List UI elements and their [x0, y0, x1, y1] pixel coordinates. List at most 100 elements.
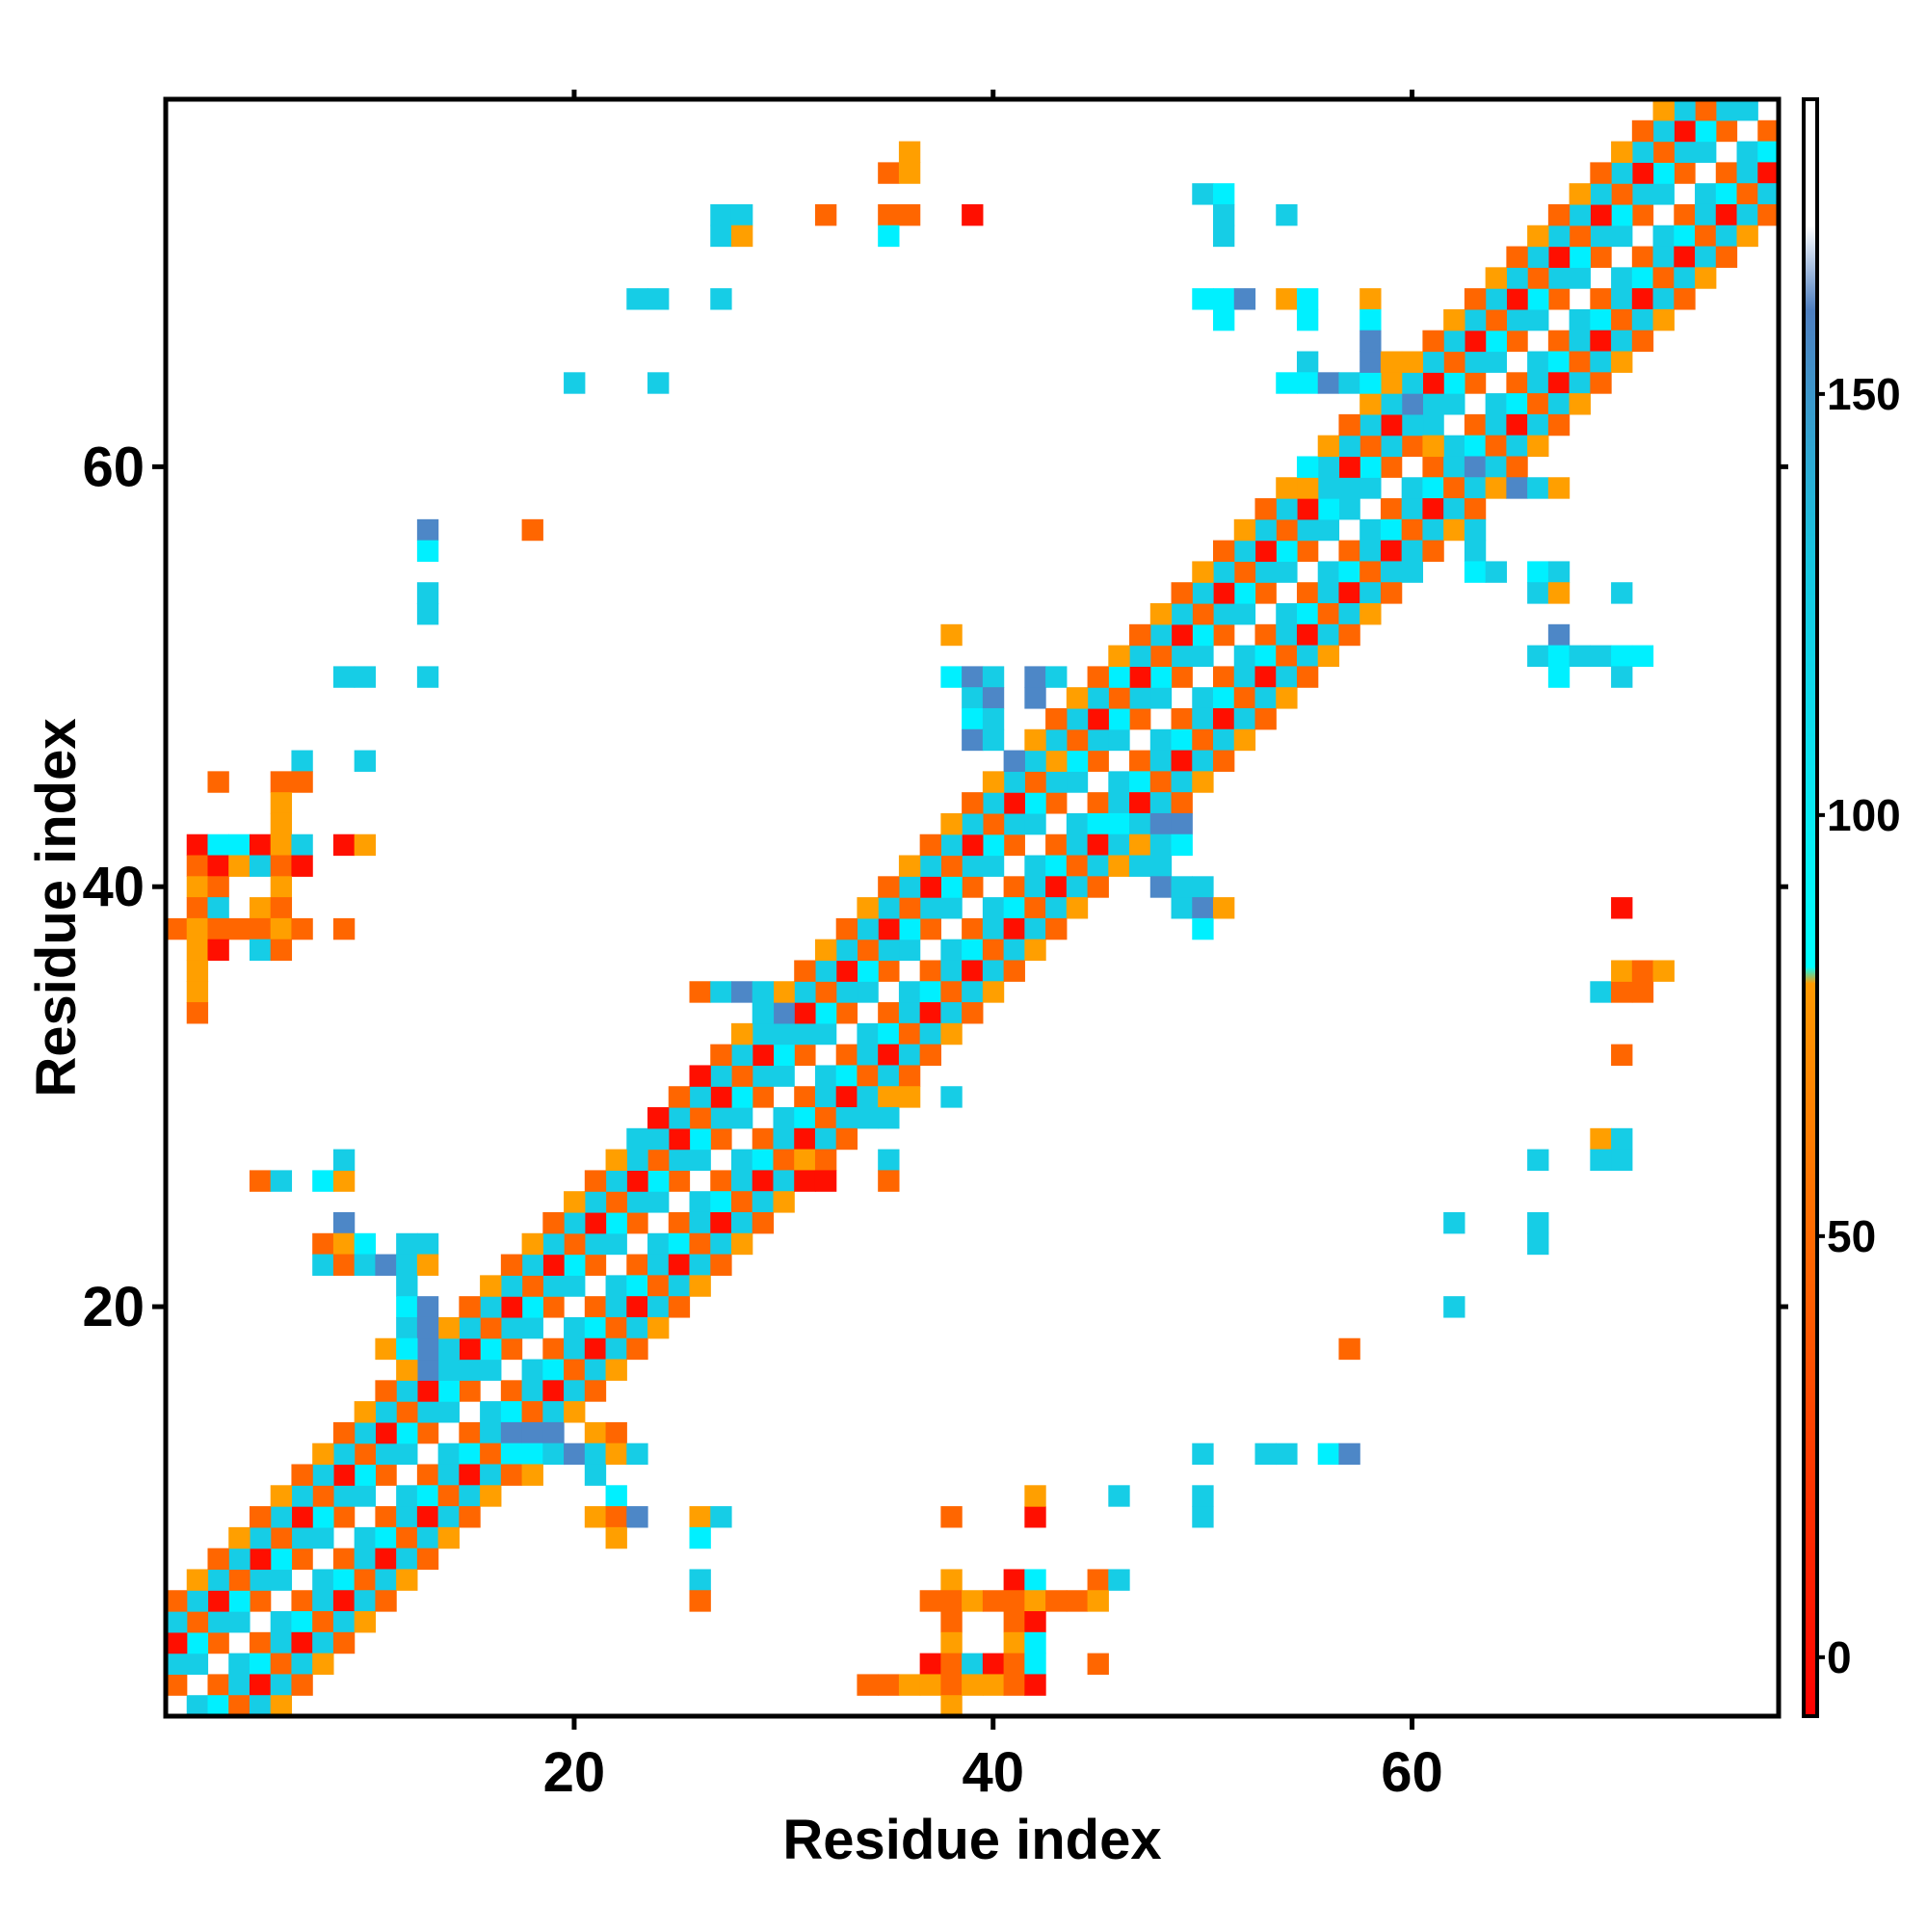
heatmap-cell — [1024, 897, 1046, 919]
heatmap-cell — [710, 225, 732, 248]
heatmap-cell — [312, 1590, 334, 1612]
heatmap-cell — [605, 1170, 627, 1192]
heatmap-cell — [584, 1191, 607, 1213]
heatmap-cell — [521, 1254, 543, 1276]
heatmap-cell — [1611, 267, 1633, 289]
heatmap-cell — [1192, 288, 1214, 310]
heatmap-cell — [794, 960, 816, 982]
heatmap-cell — [416, 1421, 439, 1444]
heatmap-cell — [605, 1485, 627, 1507]
heatmap-cell — [1129, 707, 1151, 730]
x-tick-label: 20 — [543, 1741, 606, 1804]
heatmap-cell — [332, 834, 356, 857]
heatmap-cell — [1087, 687, 1109, 709]
heatmap-cell — [919, 834, 941, 857]
heatmap-cell — [1233, 603, 1256, 625]
heatmap-cell — [1464, 435, 1487, 458]
heatmap-cell — [730, 981, 753, 1003]
heatmap-cell — [228, 1526, 251, 1549]
heatmap-cell — [1611, 225, 1633, 248]
heatmap-cell — [249, 834, 272, 857]
heatmap-cell — [416, 666, 439, 688]
heatmap-cell — [416, 1380, 439, 1402]
heatmap-cell — [1129, 812, 1151, 835]
heatmap-cell — [1149, 876, 1173, 898]
heatmap-cell — [480, 1337, 502, 1361]
heatmap-cell — [1401, 561, 1424, 583]
heatmap-cell — [1359, 288, 1382, 310]
heatmap-cell — [1213, 540, 1235, 563]
heatmap-cell — [940, 1695, 963, 1717]
heatmap-cell — [689, 1211, 711, 1234]
heatmap-cell — [626, 1275, 648, 1297]
heatmap-cell — [1213, 288, 1235, 310]
heatmap-cell — [459, 1380, 481, 1402]
heatmap-cell — [416, 1506, 439, 1528]
heatmap-cell — [1359, 456, 1382, 478]
heatmap-cell — [1547, 288, 1571, 310]
heatmap-cell — [1045, 834, 1068, 857]
heatmap-cell — [332, 1421, 356, 1444]
heatmap-cell — [1192, 876, 1214, 898]
heatmap-cell — [710, 288, 732, 310]
heatmap-cell — [773, 1065, 795, 1087]
heatmap-cell — [354, 1611, 376, 1633]
heatmap-cell — [962, 1590, 984, 1612]
heatmap-cell — [1276, 645, 1298, 667]
heatmap-cell — [1590, 308, 1612, 331]
heatmap-cell — [459, 1421, 481, 1444]
heatmap-cell — [564, 372, 586, 394]
heatmap-cell — [500, 1296, 523, 1318]
heatmap-cell — [270, 1695, 293, 1717]
heatmap-cell — [773, 1170, 795, 1192]
heatmap-cell — [1443, 435, 1465, 458]
heatmap-cell — [375, 1442, 397, 1466]
heatmap-cell — [1192, 1485, 1214, 1507]
heatmap-cell — [1213, 603, 1235, 625]
heatmap-cell — [898, 917, 921, 940]
heatmap-cell — [752, 1065, 775, 1087]
heatmap-cell — [1380, 351, 1403, 373]
heatmap-cell — [1296, 540, 1319, 563]
heatmap-cell — [730, 1086, 753, 1108]
heatmap-cell — [835, 1107, 858, 1129]
heatmap-cell — [626, 1191, 648, 1213]
heatmap-cell — [1547, 246, 1571, 268]
heatmap-cell — [605, 1232, 627, 1256]
heatmap-cell — [1233, 561, 1256, 583]
heatmap-cell — [1087, 1653, 1109, 1676]
heatmap-cell — [1695, 183, 1717, 205]
heatmap-cell — [1569, 308, 1591, 331]
heatmap-cell — [1569, 351, 1591, 373]
heatmap-cell — [878, 917, 900, 940]
heatmap-cell — [1359, 308, 1382, 331]
heatmap-cell — [1527, 246, 1549, 268]
heatmap-cell — [1359, 603, 1382, 625]
heatmap-cell — [1171, 707, 1193, 730]
heatmap-cell — [1464, 518, 1487, 542]
heatmap-cell — [940, 1653, 963, 1676]
heatmap-cell — [1192, 582, 1214, 604]
heatmap-cell — [962, 1674, 984, 1696]
heatmap-cell — [730, 1232, 753, 1256]
heatmap-cell — [794, 1149, 816, 1171]
heatmap-cell — [835, 1002, 858, 1024]
heatmap-cell — [1590, 203, 1612, 226]
heatmap-cell — [1213, 750, 1235, 772]
heatmap-cell — [962, 876, 984, 898]
heatmap-cell — [668, 1170, 691, 1192]
heatmap-cell — [1443, 393, 1465, 415]
heatmap-cell — [1631, 645, 1654, 667]
heatmap-cell — [459, 1442, 481, 1466]
heatmap-cell — [857, 1674, 879, 1696]
heatmap-cell — [375, 1421, 397, 1444]
heatmap-cell — [1401, 518, 1424, 542]
heatmap-cell — [982, 666, 1005, 688]
heatmap-cell — [1045, 771, 1068, 793]
heatmap-cell — [605, 1337, 627, 1361]
heatmap-cell — [500, 1337, 523, 1361]
heatmap-cell — [1527, 645, 1549, 667]
heatmap-cell — [982, 812, 1005, 835]
heatmap-cell — [919, 981, 941, 1003]
heatmap-cell — [186, 1631, 209, 1654]
